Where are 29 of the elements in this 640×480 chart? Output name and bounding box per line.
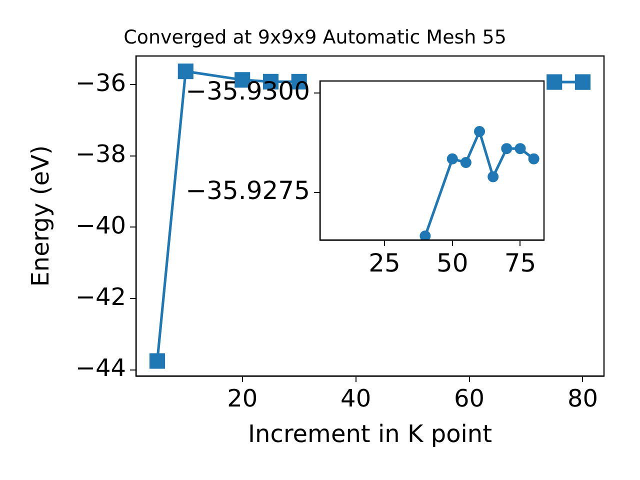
y-tick-label: −38 [75, 140, 126, 168]
point [460, 156, 472, 168]
point [149, 353, 166, 369]
point [574, 74, 591, 90]
x-tick-label: 25 [368, 248, 400, 278]
point [474, 126, 486, 137]
point [501, 143, 512, 154]
point [528, 153, 540, 164]
y-tick-label: −44 [75, 354, 126, 382]
y-tick-label: −36 [75, 68, 126, 97]
x-tick-label: 75 [504, 248, 536, 278]
x-tick-label: 40 [340, 384, 372, 413]
x-tick-label: 80 [567, 384, 598, 413]
x-tick-label: 50 [436, 248, 468, 278]
x-tick-label: 20 [227, 384, 258, 413]
point [420, 230, 431, 240]
point [178, 64, 194, 80]
x-axis-title: Increment in K point [248, 420, 492, 448]
point [446, 153, 458, 164]
y-tick-label: −42 [75, 282, 126, 311]
y-axis-title: Energy (eV) [26, 145, 55, 287]
point [546, 74, 562, 90]
chart-title: Converged at 9x9x9 Automatic Mesh 55 [124, 26, 506, 48]
point [514, 143, 526, 154]
y-tick-label: −35.9275 [186, 176, 310, 205]
y-tick-label: −35.9300 [186, 76, 310, 106]
y-tick-label: −40 [75, 211, 126, 240]
x-tick-label: 60 [454, 384, 485, 413]
point [488, 171, 499, 182]
